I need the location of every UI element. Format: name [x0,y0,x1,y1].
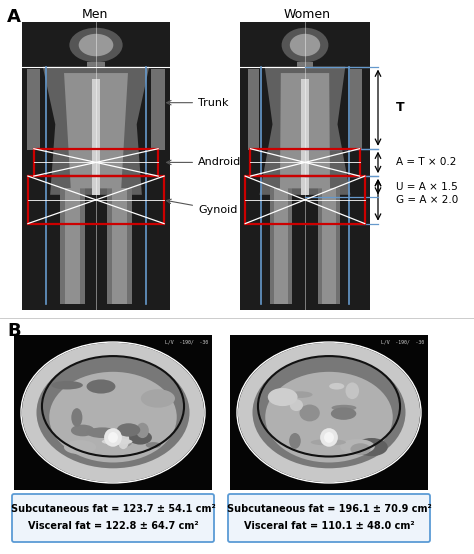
Text: Visceral fat = 110.1 ± 48.0 cm²: Visceral fat = 110.1 ± 48.0 cm² [244,521,414,531]
Text: Subcutaneous fat = 196.1 ± 70.9 cm²: Subcutaneous fat = 196.1 ± 70.9 cm² [227,504,431,514]
Ellipse shape [22,343,204,482]
Text: Men: Men [82,8,108,21]
Ellipse shape [141,389,175,408]
Ellipse shape [102,438,132,445]
Ellipse shape [290,34,320,57]
Text: Subcutaneous fat = 123.7 ± 54.1 cm²: Subcutaneous fat = 123.7 ± 54.1 cm² [10,504,215,514]
Text: G = A × 2.0: G = A × 2.0 [396,195,458,205]
Text: T: T [396,101,405,114]
Text: B: B [7,322,21,340]
Ellipse shape [146,442,161,448]
Ellipse shape [265,372,393,463]
Text: A: A [7,8,21,26]
Ellipse shape [64,440,96,454]
Bar [250,148,360,176]
Ellipse shape [289,433,301,449]
Bar [34,148,158,176]
Bar [65,188,80,304]
Bar [27,69,40,150]
Ellipse shape [36,357,190,468]
Ellipse shape [52,381,83,389]
Bar [22,22,170,310]
Ellipse shape [87,379,116,393]
Bar [270,188,292,304]
Polygon shape [280,73,330,188]
Bar [107,188,132,304]
Ellipse shape [117,423,140,437]
Ellipse shape [346,382,359,399]
Bar [230,335,428,490]
Text: Women: Women [283,8,330,21]
Ellipse shape [300,404,320,422]
Ellipse shape [268,388,298,406]
Bar [297,62,313,74]
Bar [87,62,105,74]
Ellipse shape [118,430,129,449]
Ellipse shape [136,423,149,438]
Polygon shape [43,66,149,195]
FancyBboxPatch shape [228,494,430,542]
Ellipse shape [331,407,356,420]
Ellipse shape [128,430,152,445]
Ellipse shape [115,437,133,447]
Text: U = A × 1.5: U = A × 1.5 [396,182,458,192]
Text: Visceral fat = 122.8 ± 64.7 cm²: Visceral fat = 122.8 ± 64.7 cm² [27,521,198,531]
Ellipse shape [253,357,406,468]
Ellipse shape [331,405,356,411]
Ellipse shape [320,428,338,447]
Bar [112,188,127,304]
Ellipse shape [69,28,123,62]
Bar [240,22,370,310]
Bar [60,188,85,304]
Bar [274,188,288,304]
FancyBboxPatch shape [12,494,214,542]
Text: A = T × 0.2: A = T × 0.2 [396,157,456,167]
Bar [350,69,362,150]
Ellipse shape [104,428,122,447]
Ellipse shape [324,432,334,443]
Text: L/V  -190/  -30: L/V -190/ -30 [165,339,208,344]
Ellipse shape [71,408,82,427]
Ellipse shape [356,438,388,456]
Ellipse shape [329,383,344,389]
Ellipse shape [288,391,312,398]
Ellipse shape [87,427,118,438]
Ellipse shape [302,412,317,418]
Ellipse shape [238,343,420,482]
Bar [322,188,336,304]
Ellipse shape [350,443,371,455]
Bar [91,79,100,195]
Ellipse shape [71,424,94,437]
Ellipse shape [108,432,118,443]
Ellipse shape [79,34,113,57]
Text: Trunk: Trunk [167,98,228,107]
Polygon shape [64,73,128,188]
Bar [301,79,309,195]
Ellipse shape [290,399,303,411]
Text: Gynoid: Gynoid [166,199,237,215]
Bar [318,188,340,304]
Ellipse shape [310,439,346,445]
Bar [152,69,165,150]
Text: L/V  -190/  -30: L/V -190/ -30 [381,339,424,344]
Ellipse shape [49,372,177,463]
Polygon shape [259,66,350,195]
Ellipse shape [340,439,375,454]
Bar [28,176,164,224]
Text: Android: Android [167,157,241,167]
Bar [14,335,212,490]
Bar [245,176,365,224]
Bar [248,69,259,150]
Ellipse shape [282,28,328,62]
